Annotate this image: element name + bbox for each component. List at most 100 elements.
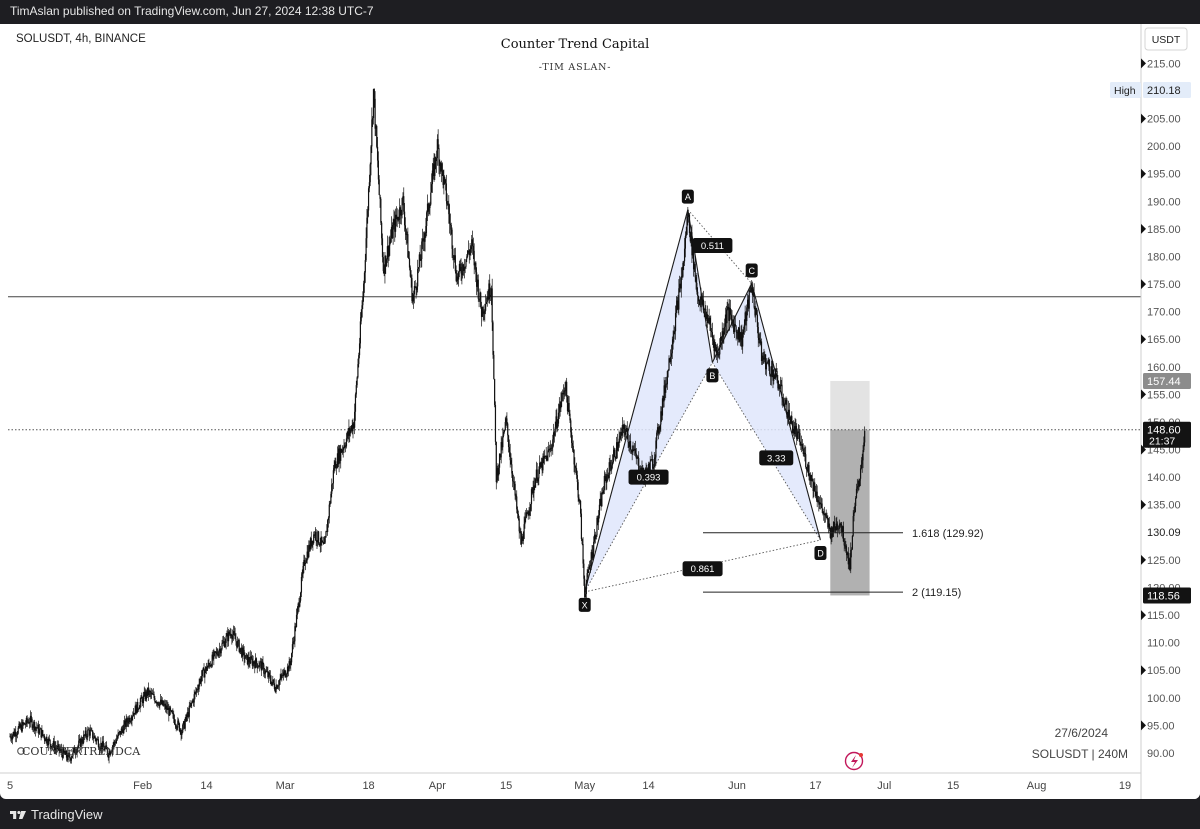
- currency-label[interactable]: USDT: [1152, 34, 1181, 46]
- price-axis[interactable]: 90.0095.00100.00105.00110.00115.00120.00…: [1141, 58, 1181, 760]
- candle-body: [150, 692, 152, 695]
- candle-body: [548, 449, 550, 451]
- candle-body: [297, 603, 299, 609]
- candle-body: [498, 467, 500, 476]
- candle-body: [79, 738, 82, 747]
- harmonic-ratio-badge[interactable]: 3.33: [759, 450, 794, 466]
- harmonic-triangle-bcd[interactable]: [712, 283, 821, 541]
- candle-body: [349, 429, 352, 434]
- candle-body: [160, 699, 163, 705]
- candle-body: [797, 431, 799, 433]
- candle-body: [761, 355, 763, 361]
- candle-body: [365, 238, 367, 261]
- candle-body: [653, 459, 655, 468]
- candle-body: [128, 717, 130, 724]
- candle-body: [136, 701, 138, 714]
- candle-body: [214, 651, 217, 653]
- candle-body: [277, 685, 280, 687]
- candle-body: [714, 343, 716, 352]
- candle-body: [831, 527, 833, 537]
- candle-body: [597, 517, 599, 523]
- candle-body: [55, 746, 57, 748]
- symbol-label[interactable]: SOLUSDT, 4h, BINANCE: [16, 33, 146, 45]
- candle-body: [274, 689, 276, 692]
- y-tick-label: 205.00: [1147, 114, 1181, 126]
- harmonic-point-d[interactable]: D: [814, 546, 827, 561]
- candle-body: [142, 695, 145, 704]
- candle-body: [277, 686, 279, 689]
- candle-body: [493, 354, 495, 379]
- candle-body: [634, 448, 636, 451]
- zone-upper[interactable]: [830, 380, 870, 430]
- candle-body: [42, 730, 44, 735]
- candle-body: [537, 478, 539, 482]
- harmonic-ratio-badge[interactable]: 0.861: [682, 561, 723, 577]
- harmonic-point-x[interactable]: X: [578, 597, 591, 612]
- candle-body: [86, 736, 88, 738]
- candle-body: [142, 698, 144, 704]
- lightning-icon[interactable]: [844, 751, 864, 771]
- harmonic-point-a[interactable]: A: [681, 189, 694, 204]
- candle-body: [601, 492, 603, 507]
- chart-frame[interactable]: X A B C D 0.511 0.393 3.33 0.861 1.618 (129.92) 2…: [0, 24, 1200, 799]
- candle-body: [711, 332, 714, 338]
- candle-body: [51, 745, 54, 747]
- candle-body: [227, 631, 230, 642]
- tradingview-logo[interactable]: TradingView: [10, 807, 103, 822]
- candle-body: [538, 469, 540, 479]
- candle-body: [381, 222, 383, 239]
- candle-body: [173, 718, 176, 725]
- candle-body: [683, 261, 685, 263]
- harmonic-point-c[interactable]: C: [745, 263, 758, 278]
- candle-body: [356, 377, 358, 386]
- candle-body: [260, 661, 262, 671]
- candle-body: [110, 752, 112, 755]
- watermark-icon: [17, 747, 25, 755]
- candle-body: [698, 301, 700, 306]
- y-tick-marker: [1141, 58, 1146, 69]
- candle-body: [440, 163, 443, 172]
- candle-body: [204, 671, 206, 678]
- candle-body: [37, 724, 39, 729]
- candle-body: [252, 661, 254, 666]
- candle-body: [308, 544, 310, 558]
- candle-body: [152, 694, 154, 695]
- candle-body: [273, 679, 275, 684]
- candle-body: [137, 708, 140, 710]
- price-chart[interactable]: X A B C D 0.511 0.393 3.33 0.861 1.618 (129.92) 2…: [0, 24, 1200, 799]
- candle-body: [130, 720, 132, 722]
- candle-body: [557, 412, 560, 424]
- candle-body: [620, 431, 622, 436]
- candle-body: [282, 672, 285, 677]
- candle-body: [119, 730, 122, 735]
- harmonic-triangle-xab[interactable]: [584, 209, 713, 592]
- candle-body: [552, 432, 555, 440]
- candle-body: [338, 448, 340, 465]
- candle-body: [697, 295, 700, 302]
- candle-body: [575, 468, 578, 476]
- candle-body: [349, 428, 351, 434]
- harmonic-point-b[interactable]: B: [706, 368, 719, 383]
- candle-body: [633, 449, 635, 451]
- y-tick-label: 90.00: [1147, 748, 1175, 760]
- y-tick-label: 190.00: [1147, 196, 1181, 208]
- candle-body: [30, 715, 32, 720]
- time-axis[interactable]: 5 Feb 14 Mar 18 Apr 15 May 14 Jun 17 Jul 15 Aug 19: [7, 780, 1131, 792]
- harmonic-ratio-badge[interactable]: 0.511: [692, 237, 733, 253]
- candle-body: [101, 742, 103, 750]
- candle-body: [667, 370, 669, 372]
- candle-body: [743, 324, 745, 330]
- candle-body: [846, 551, 848, 556]
- candle-body: [852, 516, 854, 536]
- candle-body: [744, 312, 746, 325]
- candle-body: [114, 741, 116, 743]
- candle-body: [293, 641, 295, 643]
- candle-body: [512, 481, 515, 483]
- candle-body: [355, 385, 357, 395]
- candle-body: [609, 462, 611, 467]
- currency-button[interactable]: USDT: [1144, 27, 1188, 51]
- candle-body: [763, 357, 765, 360]
- harmonic-ratio-badge[interactable]: 0.393: [628, 469, 669, 485]
- candle-body: [382, 257, 384, 272]
- candle-body: [823, 513, 826, 516]
